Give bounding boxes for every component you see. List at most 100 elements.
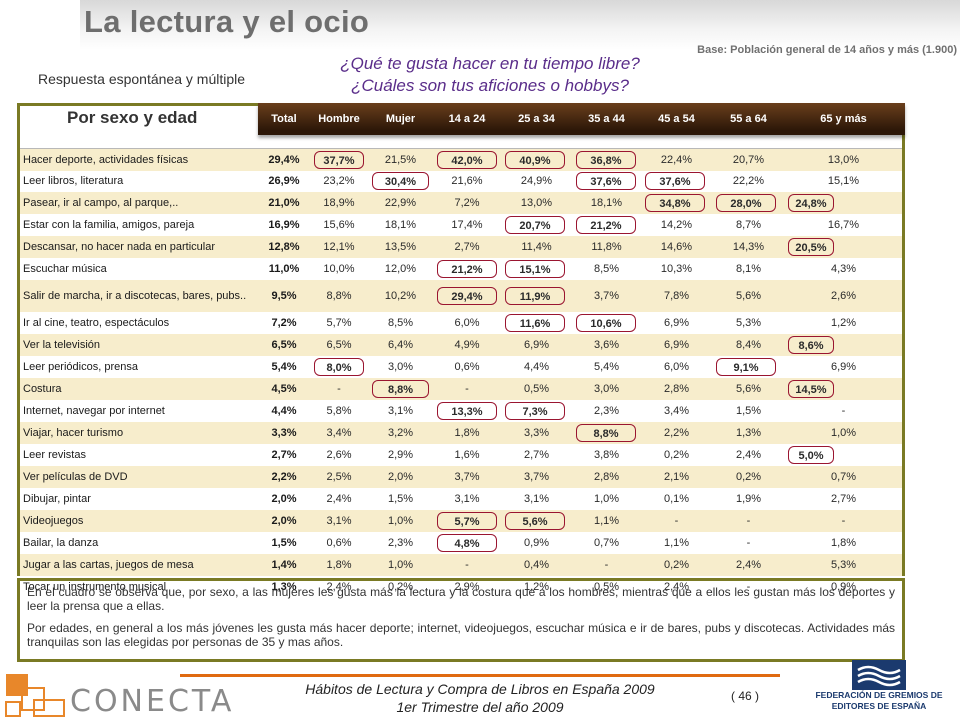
value-cell: 0,4%: [523, 559, 550, 571]
column-header: 14 a 24: [448, 113, 486, 125]
value-cell: 0,5%: [523, 383, 550, 395]
column-header: 55 a 64: [730, 113, 767, 125]
conecta-wordmark: CONECTA: [70, 684, 235, 719]
value-cell: 0,9%: [830, 581, 857, 593]
value-cell: 2,2%: [663, 427, 690, 439]
value-cell: 2,3%: [387, 537, 414, 549]
response-note: Respuesta espontánea y múltiple: [38, 71, 246, 87]
value-cell: 4,9%: [454, 339, 480, 351]
page-title: La lectura y el ocio: [84, 4, 370, 39]
value-cell: 1,6%: [454, 449, 480, 461]
value-cell: 8,5%: [593, 263, 620, 275]
value-cell: -: [746, 581, 751, 593]
value-cell: 5,3%: [735, 317, 762, 329]
table-row: Internet, navegar por internet 4,4% 5,8% 3,…: [20, 400, 902, 422]
value-cell: 10,2%: [384, 290, 417, 302]
value-cell: 1,8%: [830, 537, 857, 549]
row-label: Ir al cine, teatro, espectáculos: [23, 317, 170, 329]
value-cell: 28,0%: [716, 194, 776, 212]
value-cell: 8,8%: [326, 290, 352, 302]
table-row: Ver la televisión 6,5% 6,5% 6,4% 4,9% 6,9% 3,6…: [20, 334, 902, 356]
total-cell: 2,7%: [271, 449, 297, 461]
value-cell: 3,1%: [454, 493, 480, 505]
value-cell: 18,9%: [323, 197, 355, 209]
value-cell: 3,1%: [326, 515, 352, 527]
value-cell: 2,6%: [830, 290, 857, 302]
row-label: Leer libros, literatura: [23, 175, 124, 187]
value-cell: 0,6%: [454, 361, 480, 373]
value-cell: 40,9%: [505, 151, 565, 169]
value-cell: 15,1%: [827, 175, 860, 187]
table-row: Jugar a las cartas, juegos de mesa 1,4% 1,…: [20, 554, 902, 576]
value-cell: 8,8%: [576, 424, 636, 442]
row-label: Leer periódicos, prensa: [23, 361, 138, 373]
value-cell: 5,8%: [326, 405, 352, 417]
total-cell: 3,3%: [271, 427, 297, 439]
value-cell: 5,6%: [735, 383, 762, 395]
value-cell: 1,2%: [830, 317, 857, 329]
value-cell: -: [841, 515, 846, 527]
column-header: 45 a 54: [658, 113, 695, 125]
value-cell: 0,2%: [387, 581, 414, 593]
value-cell: 2,5%: [326, 471, 352, 483]
table-row: Estar con la familia, amigos, pareja 16,9…: [20, 214, 902, 236]
table-row: Leer revistas 2,7% 2,6% 2,9% 1,6% 2,7% 3,8% 0,2…: [20, 444, 902, 466]
value-cell: 7,8%: [663, 290, 690, 302]
value-cell: 20,7%: [505, 216, 565, 234]
value-cell: 4,4%: [523, 361, 550, 373]
total-cell: 29,4%: [268, 154, 300, 166]
value-cell: 8,7%: [735, 219, 762, 231]
value-cell: 42,0%: [437, 151, 497, 169]
row-label: Descansar, no hacer nada en particular: [23, 241, 216, 253]
value-cell: 24,9%: [520, 175, 553, 187]
value-cell: 10,6%: [576, 314, 636, 332]
value-cell: 14,2%: [660, 219, 693, 231]
total-cell: 12,8%: [268, 241, 300, 253]
value-cell: 5,3%: [830, 559, 857, 571]
column-header: 65 y más: [820, 113, 867, 125]
value-cell: 3,7%: [454, 471, 480, 483]
value-cell: 6,9%: [663, 317, 690, 329]
value-cell: 2,8%: [663, 383, 690, 395]
column-header: 25 a 34: [518, 113, 555, 125]
table-row: Bailar, la danza 1,5% 0,6% 2,3% 4,8% 0,9% 0,7%…: [20, 532, 902, 554]
value-cell: 3,8%: [593, 449, 620, 461]
value-cell: 13,5%: [384, 241, 417, 253]
page-number: ( 46 ): [731, 689, 760, 703]
value-cell: 2,4%: [735, 449, 762, 461]
value-cell: 2,0%: [387, 471, 414, 483]
value-cell: 2,8%: [593, 471, 620, 483]
total-cell: 1,5%: [271, 537, 297, 549]
value-cell: 1,0%: [387, 515, 414, 527]
row-label: Pasear, ir al campo, al parque,..: [23, 197, 179, 209]
value-cell: 6,9%: [523, 339, 550, 351]
value-cell: 1,1%: [593, 515, 620, 527]
value-cell: 3,3%: [523, 427, 550, 439]
total-cell: 4,4%: [271, 405, 297, 417]
value-cell: 36,8%: [576, 151, 636, 169]
value-cell: 17,4%: [451, 219, 483, 231]
row-label: Internet, navegar por internet: [23, 405, 165, 417]
value-cell: 0,9%: [523, 537, 550, 549]
base-note: Base: Población general de 14 años y más…: [697, 44, 957, 56]
value-cell: 37,7%: [314, 151, 364, 169]
table-row: Escuchar música 11,0% 10,0% 12,0% 21,2% 15,1%…: [20, 258, 902, 280]
value-cell: 3,4%: [326, 427, 352, 439]
table-row: Pasear, ir al campo, al parque,.. 21,0% 18…: [20, 192, 902, 214]
table-row: Costura 4,5% - 8,8% - 0,5% 3,0% 2,8% 5,6% 14,5%: [20, 378, 902, 400]
value-cell: -: [746, 537, 751, 549]
value-cell: 21,2%: [437, 260, 497, 278]
value-cell: 18,1%: [384, 219, 417, 231]
value-cell: 12,0%: [384, 263, 417, 275]
value-cell: 11,8%: [591, 241, 622, 253]
row-label: Ver la televisión: [23, 339, 101, 351]
value-cell: 3,7%: [593, 290, 620, 302]
total-cell: 21,0%: [268, 197, 300, 209]
table-row: Descansar, no hacer nada en particular 12…: [20, 236, 902, 258]
value-cell: 8,0%: [314, 358, 364, 376]
value-cell: 3,0%: [387, 361, 414, 373]
value-cell: 6,4%: [387, 339, 414, 351]
value-cell: 16,7%: [827, 219, 860, 231]
value-cell: 22,4%: [660, 154, 693, 166]
table-row: Leer periódicos, prensa 5,4% 8,0% 3,0% 0,6% 4…: [20, 356, 902, 378]
